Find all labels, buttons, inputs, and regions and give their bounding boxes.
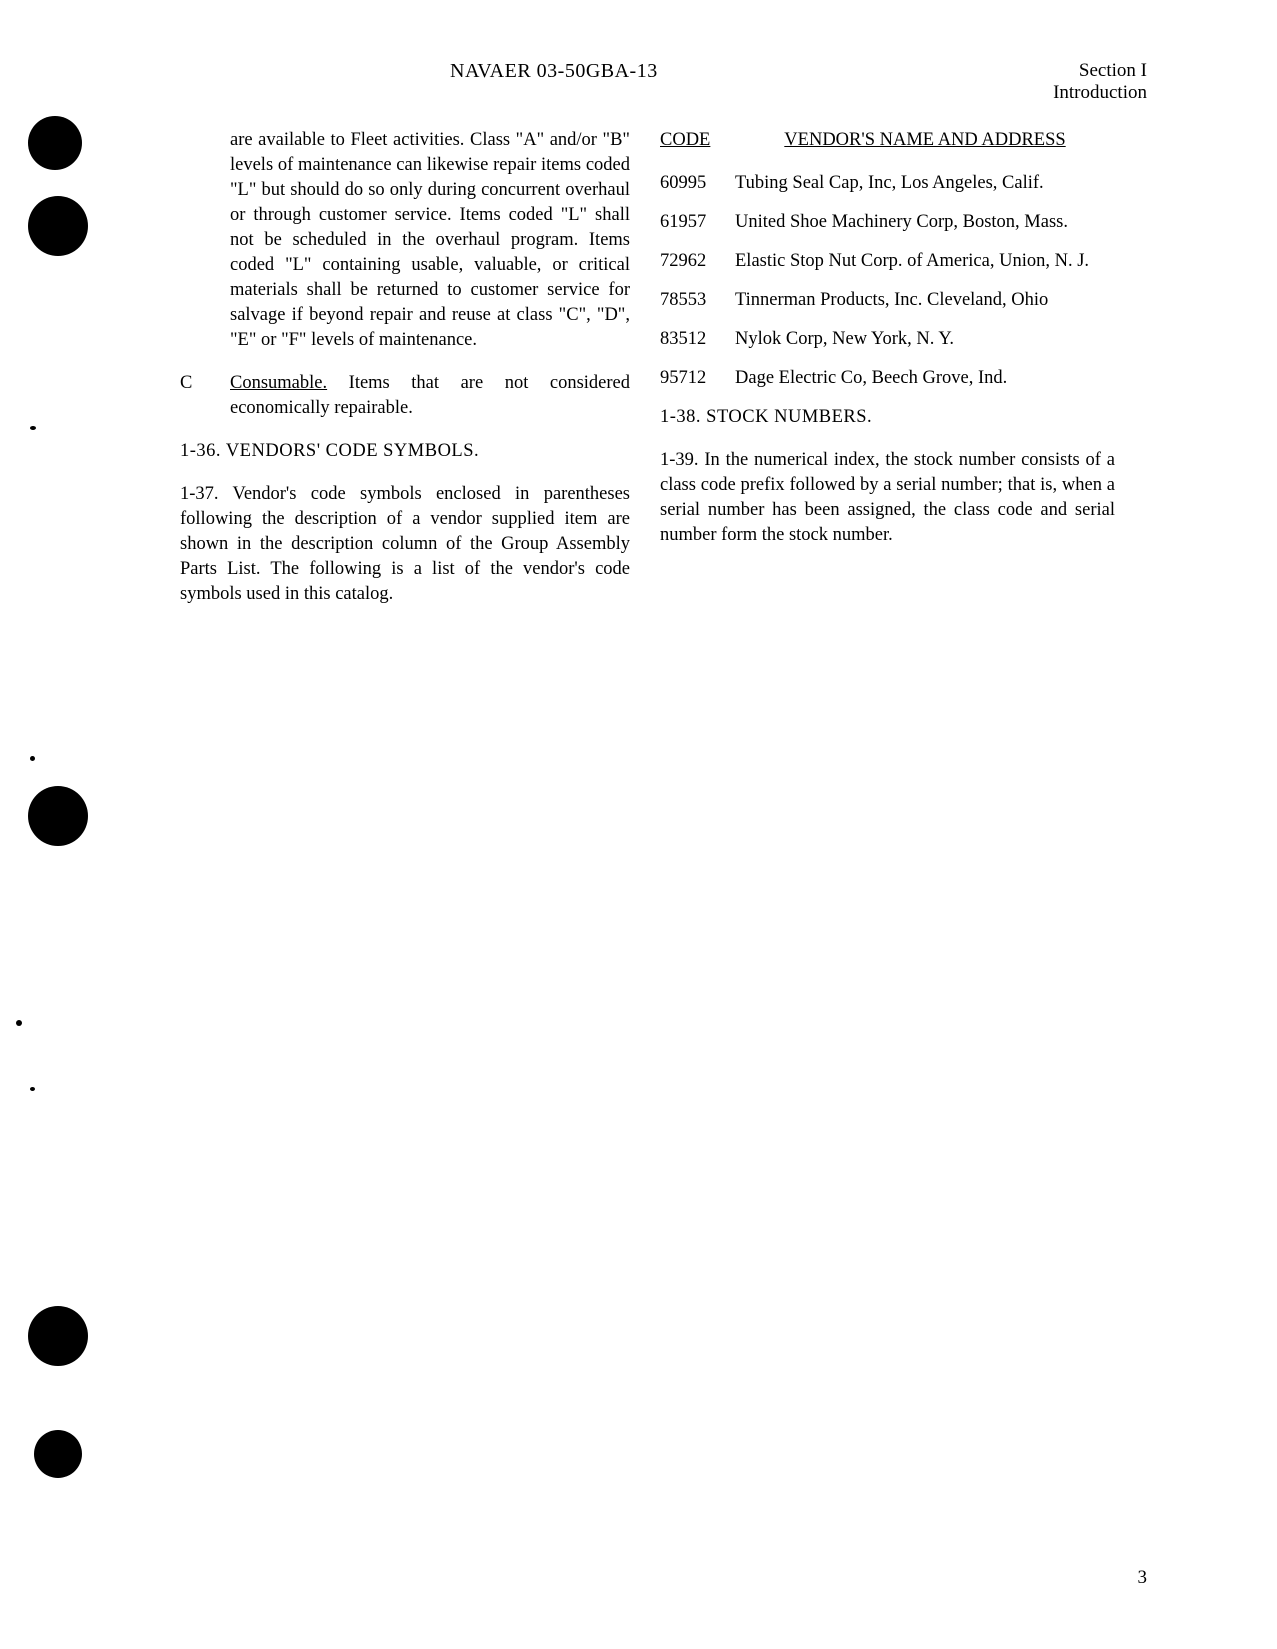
left-column: are available to Fleet activities. Class… [180, 128, 630, 624]
code-column-header: CODE [660, 128, 735, 153]
page-speck [30, 1087, 35, 1091]
page-speck [30, 426, 36, 430]
vendor-table-header: CODE VENDOR'S NAME AND ADDRESS [660, 128, 1115, 153]
page-header: NAVAER 03-50GBA-13 Section I Introductio… [100, 60, 1177, 104]
page-number: 3 [1138, 1567, 1148, 1589]
page-speck [30, 756, 35, 761]
vendor-code: 72962 [660, 249, 735, 274]
item-c-body: Consumable. Items that are not considere… [230, 371, 630, 421]
document-page: NAVAER 03-50GBA-13 Section I Introductio… [0, 0, 1277, 1649]
vendor-row: 61957 United Shoe Machinery Corp, Boston… [660, 210, 1115, 235]
punch-hole [28, 116, 82, 170]
vendor-name: Elastic Stop Nut Corp. of America, Union… [735, 249, 1115, 274]
vendor-code: 83512 [660, 327, 735, 352]
document-number: NAVAER 03-50GBA-13 [450, 60, 658, 83]
vendor-row: 60995 Tubing Seal Cap, Inc, Los Angeles,… [660, 171, 1115, 196]
punch-hole [28, 1306, 88, 1366]
item-c-definition: C Consumable. Items that are not conside… [180, 371, 630, 421]
item-c-term: Consumable. [230, 373, 327, 393]
section-label: Section I Introduction [1053, 60, 1147, 104]
paragraph-1-39: 1-39. In the numerical index, the stock … [660, 448, 1115, 548]
page-speck [16, 1020, 22, 1026]
punch-hole [28, 786, 88, 846]
vendor-code: 95712 [660, 366, 735, 391]
vendor-row: 95712 Dage Electric Co, Beech Grove, Ind… [660, 366, 1115, 391]
vendor-name: Tubing Seal Cap, Inc, Los Angeles, Calif… [735, 171, 1115, 196]
vendor-row: 83512 Nylok Corp, New York, N. Y. [660, 327, 1115, 352]
content-columns: are available to Fleet activities. Class… [100, 128, 1177, 624]
subsection-label: Introduction [1053, 82, 1147, 104]
punch-hole [34, 1430, 82, 1478]
vendor-code: 60995 [660, 171, 735, 196]
vendor-code: 78553 [660, 288, 735, 313]
right-column: CODE VENDOR'S NAME AND ADDRESS 60995 Tub… [660, 128, 1115, 624]
continued-paragraph: are available to Fleet activities. Class… [180, 128, 630, 353]
vendor-row: 72962 Elastic Stop Nut Corp. of America,… [660, 249, 1115, 274]
heading-1-38: 1-38. STOCK NUMBERS. [660, 405, 1115, 430]
paragraph-1-37: 1-37. Vendor's code symbols enclosed in … [180, 482, 630, 607]
section-number: Section I [1053, 60, 1147, 82]
vendor-name: United Shoe Machinery Corp, Boston, Mass… [735, 210, 1115, 235]
punch-hole [28, 196, 88, 256]
vendor-name: Dage Electric Co, Beech Grove, Ind. [735, 366, 1115, 391]
vendor-row: 78553 Tinnerman Products, Inc. Cleveland… [660, 288, 1115, 313]
vendor-name: Tinnerman Products, Inc. Cleveland, Ohio [735, 288, 1115, 313]
vendor-name: Nylok Corp, New York, N. Y. [735, 327, 1115, 352]
vendor-code: 61957 [660, 210, 735, 235]
vendor-column-header: VENDOR'S NAME AND ADDRESS [735, 128, 1115, 153]
item-c-label: C [180, 371, 230, 421]
heading-1-36: 1-36. VENDORS' CODE SYMBOLS. [180, 439, 630, 464]
